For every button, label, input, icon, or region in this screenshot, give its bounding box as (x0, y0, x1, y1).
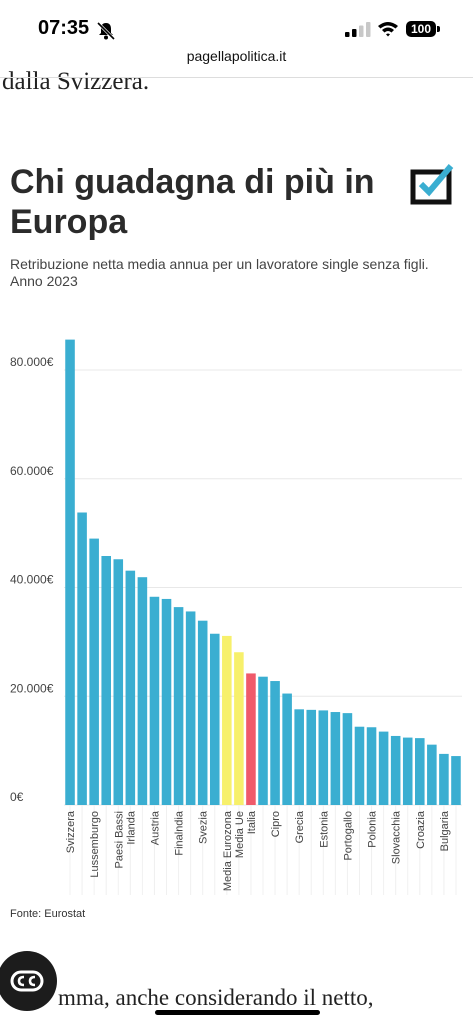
x-tick-label: Polonia (367, 810, 379, 848)
x-tick-label: Estonia (318, 810, 330, 848)
x-tick-label: Portogallo (342, 811, 354, 861)
x-tick-label: Italia (246, 810, 258, 834)
status-bar: 07:35 100 (0, 0, 473, 46)
bar (318, 710, 329, 805)
x-tick-label: Bulgaria (439, 810, 451, 851)
x-tick-label: Media Ue (234, 811, 246, 858)
x-tick-label: Finalndia (174, 810, 186, 856)
bar (354, 726, 365, 805)
bar (342, 713, 353, 805)
wifi-icon (378, 22, 398, 37)
bar (149, 596, 160, 805)
y-tick-label: 20.000€ (10, 681, 54, 695)
bar (415, 738, 425, 805)
bar (101, 555, 111, 805)
x-tick-label: Media Eurozona (222, 810, 234, 891)
bar (451, 756, 461, 805)
bar (89, 538, 99, 805)
bell-muted-icon (96, 22, 116, 40)
captions-button[interactable] (0, 951, 57, 1011)
bar (270, 681, 280, 805)
bar (427, 744, 437, 805)
x-tick-label: Croazia (415, 810, 427, 849)
bar (209, 633, 220, 805)
status-time: 07:35 (38, 17, 90, 39)
article-text-below: mma, anche considerando il netto, (58, 985, 374, 1010)
bar (125, 570, 136, 805)
closed-captions-icon (10, 970, 44, 992)
address-bar[interactable]: pagellapolitica.it (186, 48, 287, 64)
chart-title: Chi guadagna di più in Europa (10, 163, 375, 241)
bar (439, 753, 449, 805)
bar (246, 673, 256, 805)
article-text-above: dalla Svizzera. (2, 68, 150, 95)
home-indicator[interactable] (155, 1010, 320, 1015)
x-tick-label: Irlanda (125, 810, 137, 845)
battery-indicator: 100 (406, 21, 436, 37)
x-tick-label: Austria (149, 810, 161, 845)
bar (366, 727, 377, 805)
bar (161, 598, 172, 805)
x-tick-label: Svizzera (65, 810, 77, 853)
bar (378, 731, 389, 805)
y-tick-label: 60.000€ (10, 464, 54, 478)
bar (402, 737, 413, 805)
x-tick-label: Cipro (270, 811, 282, 837)
bar (282, 693, 292, 805)
bar (137, 577, 148, 805)
battery-nub (437, 26, 440, 32)
toolbar-divider (0, 77, 473, 78)
x-tick-label: Grecia (294, 810, 306, 843)
bar (222, 635, 232, 805)
y-tick-label: 80.000€ (10, 355, 54, 369)
bar (330, 712, 341, 805)
bar (113, 559, 124, 805)
pagella-politica-logo-icon (410, 164, 454, 205)
x-tick-label: Svezia (198, 810, 210, 844)
chart-source: Fonte: Eurostat (10, 908, 86, 920)
bar (65, 339, 75, 805)
signal-icon (345, 22, 371, 37)
bar (197, 620, 208, 805)
y-tick-label: 40.000€ (10, 573, 54, 587)
y-tick-label: 0€ (10, 790, 24, 804)
bar (306, 709, 317, 805)
bar (185, 611, 196, 805)
x-tick-label: Lussemburgo (89, 811, 101, 878)
chart-subtitle: Retribuzione netta media annua per un la… (10, 256, 429, 289)
x-tick-label: Paesi Bassi (113, 811, 125, 868)
bar (258, 676, 268, 805)
bar (390, 735, 401, 805)
bar (294, 709, 304, 805)
bar (77, 512, 87, 805)
x-tick-label: Slovacchia (391, 810, 403, 864)
bar (234, 652, 244, 805)
bar-chart: 0€ 20.000€ 40.000€ 60.000€ 80.000€ Svizzera Lu… (10, 339, 462, 895)
bar (173, 607, 184, 805)
